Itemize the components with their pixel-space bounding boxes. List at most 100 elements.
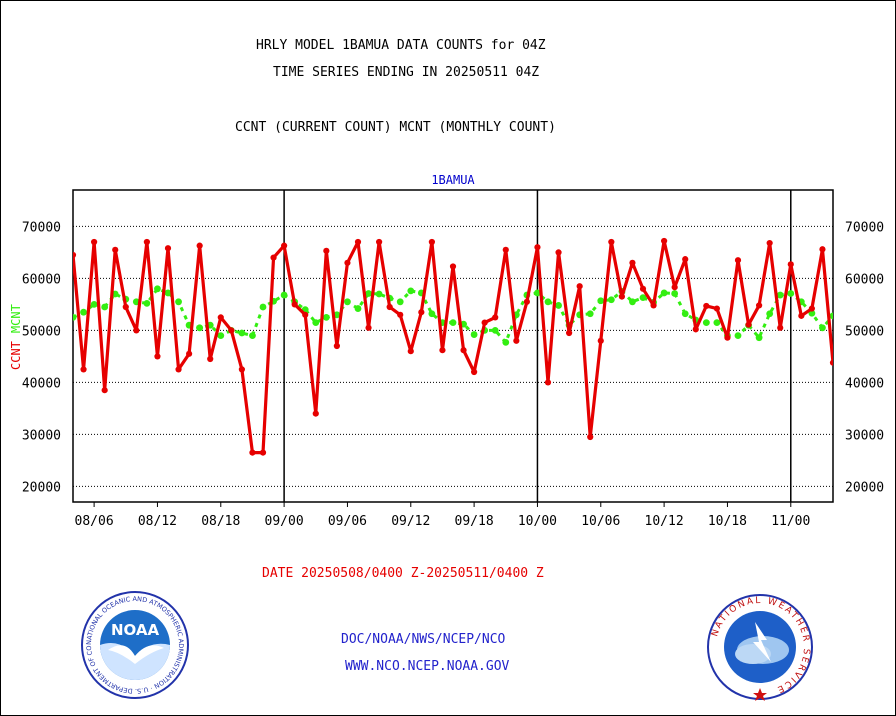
ccnt-data-point xyxy=(418,309,425,316)
mcnt-data-point xyxy=(164,289,172,297)
ccnt-data-point xyxy=(682,256,689,263)
mcnt-data-point xyxy=(101,303,109,311)
website-label: WWW.NCO.NCEP.NOAA.GOV xyxy=(345,659,510,674)
ccnt-data-point xyxy=(481,319,488,326)
ccnt-data-point xyxy=(407,348,414,355)
y-tick-label-left: 70000 xyxy=(22,220,61,235)
mcnt-data-point xyxy=(555,302,562,309)
ccnt-data-point xyxy=(555,249,562,256)
ccnt-data-point xyxy=(650,302,657,309)
mcnt-data-point xyxy=(597,297,605,305)
mcnt-data-point xyxy=(702,319,710,326)
x-tick-label: 08/06 xyxy=(75,514,114,529)
ccnt-data-point xyxy=(207,355,214,363)
x-tick-label: 10/00 xyxy=(518,514,557,529)
ccnt-data-point xyxy=(143,238,150,246)
ccnt-data-point xyxy=(608,238,615,246)
mcnt-data-point xyxy=(755,334,763,342)
mcnt-data-point xyxy=(713,319,721,326)
ccnt-data-point xyxy=(449,263,457,270)
ccnt-data-point xyxy=(386,303,393,311)
y-tick-label-left: 50000 xyxy=(22,324,61,339)
ccnt-data-point xyxy=(513,337,520,344)
y-tick-label-right: 40000 xyxy=(845,376,884,391)
x-tick-label: 09/00 xyxy=(265,514,304,529)
mcnt-data-point xyxy=(375,290,383,298)
mcnt-data-point xyxy=(681,310,689,318)
ccnt-data-point xyxy=(291,301,298,308)
ccnt-data-point xyxy=(164,245,172,252)
ccnt-data-point xyxy=(766,239,773,247)
ccnt-data-point xyxy=(808,305,815,312)
mcnt-data-point xyxy=(280,291,288,299)
mcnt-data-point xyxy=(734,332,742,339)
mcnt-data-point xyxy=(259,303,267,311)
mcnt-data-point xyxy=(73,314,77,321)
ccnt-data-point xyxy=(671,284,678,291)
y-tick-label-right: 20000 xyxy=(845,480,884,495)
noaa-logo: NATIONAL OCEANIC AND ATMOSPHERIC ADMINIS… xyxy=(80,590,189,699)
y-tick-label-right: 70000 xyxy=(845,220,884,235)
ccnt-data-point xyxy=(661,237,668,245)
ccnt-data-point xyxy=(756,302,763,309)
x-tick-label: 10/18 xyxy=(708,514,747,529)
mcnt-data-point xyxy=(639,294,647,302)
ccnt-data-point xyxy=(344,259,351,266)
y-tick-label-left: 20000 xyxy=(22,480,61,495)
mcnt-data-point xyxy=(819,324,826,332)
mcnt-data-point xyxy=(154,285,161,293)
mcnt-data-point xyxy=(470,331,478,338)
mcnt-data-point xyxy=(238,329,246,337)
ccnt-data-point xyxy=(397,311,404,318)
x-tick-label: 08/18 xyxy=(201,514,240,529)
mcnt-data-point xyxy=(629,298,636,306)
ccnt-data-point xyxy=(249,449,256,456)
mcnt-data-point xyxy=(175,298,182,306)
ccnt-data-point xyxy=(787,261,794,268)
mcnt-data-point xyxy=(90,301,98,308)
mcnt-data-point xyxy=(217,332,225,339)
nws-logo: NATIONAL WEATHER SERVICE xyxy=(707,594,813,701)
x-tick-label: 09/18 xyxy=(455,514,494,529)
ccnt-data-point xyxy=(713,305,720,312)
ccnt-data-point xyxy=(122,303,129,311)
plot-area xyxy=(72,189,834,503)
ccnt-data-point xyxy=(101,387,108,394)
y-axis-label: CCNT MCNT xyxy=(9,304,23,370)
ccnt-data-point xyxy=(281,242,288,249)
mcnt-data-point xyxy=(491,327,499,334)
x-tick-label: 09/12 xyxy=(391,514,430,529)
date-range-label: DATE 20250508/0400 Z-20250511/0400 Z xyxy=(262,566,544,581)
ccnt-data-point xyxy=(80,366,87,373)
org-label: DOC/NOAA/NWS/NCEP/NCO xyxy=(341,632,506,647)
mcnt-data-point xyxy=(671,290,679,297)
mcnt-data-point xyxy=(534,289,541,297)
y-tick-label-left: 30000 xyxy=(22,428,61,443)
ccnt-data-point xyxy=(566,329,573,337)
ccnt-data-point xyxy=(439,347,446,354)
mcnt-data-point xyxy=(502,338,510,346)
y-tick-label-left: 60000 xyxy=(22,272,61,287)
ccnt-data-point xyxy=(523,298,530,305)
mcnt-data-point xyxy=(829,312,833,320)
ccnt-data-point xyxy=(492,314,499,321)
ccnt-data-point xyxy=(312,410,319,417)
ccnt-data-point xyxy=(597,337,604,344)
x-tick-label: 11/00 xyxy=(771,514,810,529)
ccnt-data-point xyxy=(703,302,710,310)
x-tick-label: 08/12 xyxy=(138,514,177,529)
ccnt-data-point xyxy=(196,242,203,249)
ccnt-data-point xyxy=(302,311,309,318)
ccnt-data-point xyxy=(228,327,235,334)
mcnt-data-point xyxy=(196,324,204,332)
ccnt-data-point xyxy=(777,324,784,331)
mcnt-data-point xyxy=(322,314,330,321)
ccnt-data-point xyxy=(73,251,77,259)
ccnt-data-point xyxy=(819,246,826,253)
y-tick-label-right: 50000 xyxy=(845,324,884,339)
mcnt-data-point xyxy=(586,310,594,318)
ccnt-data-point xyxy=(798,312,805,319)
mcnt-data-point xyxy=(449,319,457,326)
ccnt-data-point xyxy=(471,368,478,376)
